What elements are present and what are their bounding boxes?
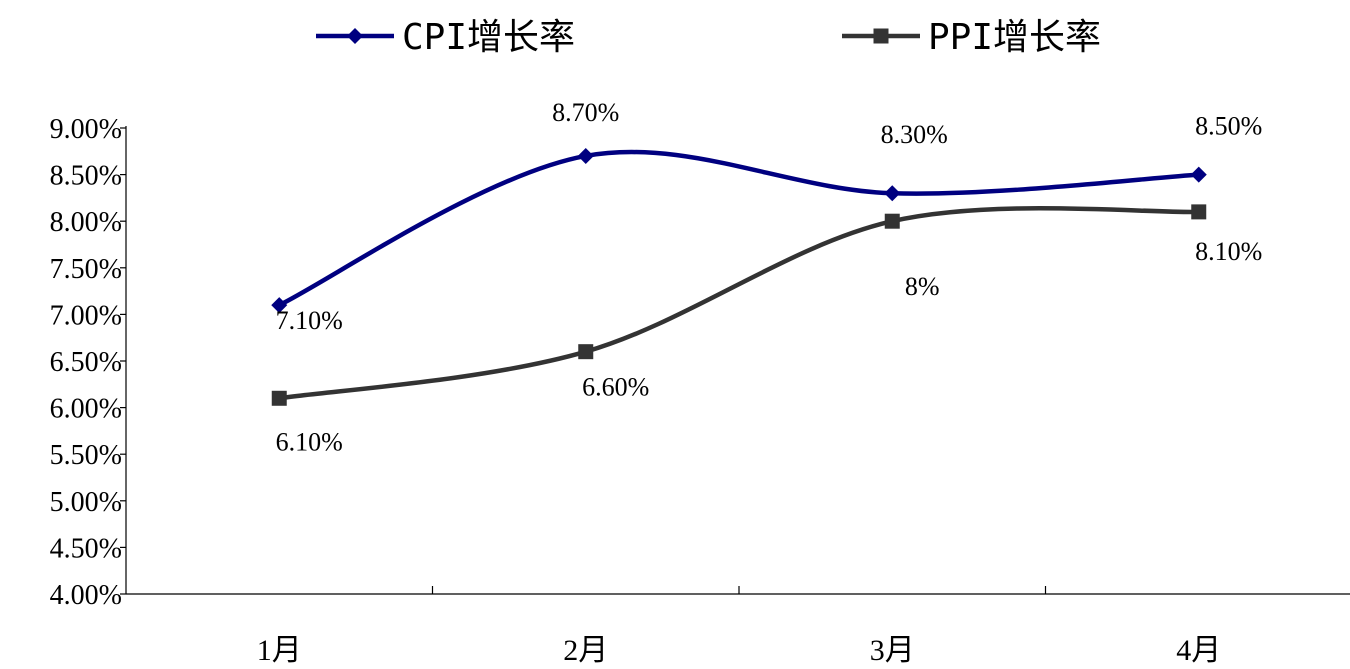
y-tick-label: 8.00% — [50, 207, 122, 238]
axes: 4.00% 4.50% 5.00% 5.50% 6.00% 6.50% 7.00% 7.50%… — [50, 114, 1350, 667]
data-label: 8% — [905, 272, 940, 301]
legend-label: PPI增长率 — [928, 17, 1101, 58]
legend-marker — [873, 28, 889, 44]
data-point-marker — [578, 344, 594, 360]
data-label: 8.30% — [881, 120, 948, 149]
data-point-marker — [271, 297, 288, 314]
x-tick-label: 4月 — [1176, 634, 1221, 667]
legend-item-cpi: CPI增长率 — [316, 17, 575, 58]
series-cpi — [271, 147, 1207, 314]
series-ppi — [271, 204, 1207, 406]
x-tick-label: 2月 — [563, 634, 608, 667]
y-tick-label: 5.00% — [50, 487, 122, 518]
y-tick-label: 4.00% — [50, 580, 122, 611]
y-tick-label: 6.00% — [50, 394, 122, 425]
y-tick-label: 6.50% — [50, 347, 122, 378]
data-point-marker — [1191, 204, 1207, 220]
data-label: 6.10% — [276, 427, 343, 456]
y-tick-label: 4.50% — [50, 533, 122, 564]
data-labels: 7.10% 8.70% 8.30% 8.50% 6.10% 6.60% 8% 8.10% — [276, 98, 1263, 456]
data-point-marker — [884, 213, 900, 229]
data-label: 7.10% — [276, 306, 343, 335]
data-label: 8.10% — [1195, 237, 1262, 266]
legend: CPI增长率 PPI增长率 — [316, 17, 1101, 58]
series-layer — [271, 147, 1207, 406]
x-tick-label: 1月 — [257, 634, 302, 667]
series-line — [277, 149, 1201, 308]
data-label: 6.60% — [582, 373, 649, 402]
y-tick-label: 5.50% — [50, 440, 122, 471]
y-tick-label: 7.00% — [50, 300, 122, 331]
x-tick-label: 3月 — [870, 634, 915, 667]
series-line — [277, 205, 1201, 401]
y-tick-label: 8.50% — [50, 161, 122, 192]
y-tick-label: 7.50% — [50, 254, 122, 285]
data-label: 8.70% — [552, 98, 619, 127]
legend-label: CPI增长率 — [402, 17, 575, 58]
data-point-marker — [577, 147, 594, 164]
legend-marker — [347, 28, 363, 44]
legend-item-ppi: PPI增长率 — [842, 17, 1101, 58]
data-point-marker — [1190, 166, 1207, 183]
data-label: 8.50% — [1195, 112, 1262, 141]
data-point-marker — [271, 390, 287, 406]
data-point-marker — [884, 185, 901, 202]
y-tick-label: 9.00% — [50, 114, 122, 145]
